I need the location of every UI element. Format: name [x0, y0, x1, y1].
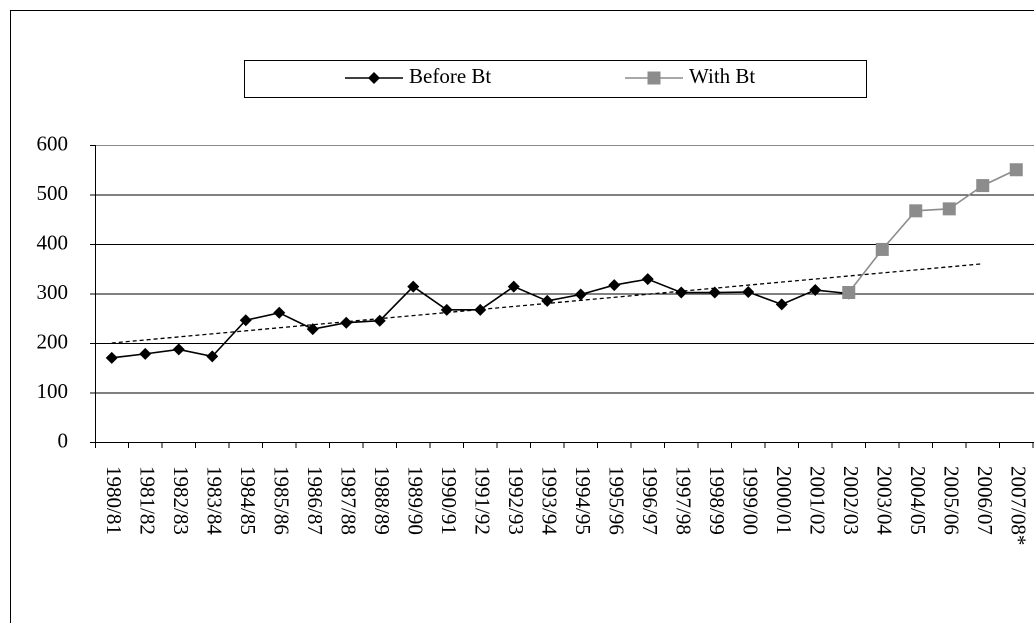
- y-tick-label: 400: [37, 230, 69, 254]
- point: [239, 314, 252, 327]
- point: [139, 347, 152, 360]
- point: [105, 351, 118, 364]
- point: [742, 286, 755, 299]
- y-tick-label: 500: [37, 181, 69, 205]
- x-tick-label: 1988/89: [370, 466, 394, 535]
- x-tick-label: 1980/81: [102, 466, 126, 535]
- point: [976, 179, 990, 193]
- series-line: [111, 278, 849, 359]
- x-tick-label: 1981/82: [135, 466, 159, 535]
- x-tick-label: 1992/93: [504, 466, 528, 535]
- point: [909, 204, 923, 218]
- x-tick-label: 1984/85: [236, 466, 260, 535]
- point: [708, 286, 721, 299]
- point: [507, 280, 520, 293]
- point: [373, 314, 386, 327]
- point: [541, 294, 554, 307]
- point: [306, 323, 319, 336]
- point: [407, 280, 420, 293]
- x-tick-label: 2007/08*: [1006, 466, 1030, 545]
- point: [172, 343, 185, 356]
- y-tick-label: 100: [37, 379, 69, 403]
- x-tick-label: 1991/92: [470, 466, 494, 535]
- x-tick-label: 1997/98: [671, 466, 695, 535]
- y-tick-label: 600: [37, 131, 69, 155]
- x-tick-label: 1993/94: [537, 466, 561, 535]
- point: [647, 71, 661, 85]
- x-tick-label: 1996/97: [638, 466, 662, 535]
- legend: Before Bt With Bt: [244, 60, 867, 98]
- x-tick-label: 2000/01: [772, 466, 796, 535]
- legend-label: Before Bt: [409, 64, 491, 88]
- y-tick-label: 200: [37, 329, 69, 353]
- y-tick-label: 0: [58, 428, 69, 452]
- point: [273, 306, 286, 319]
- y-tick-label: 300: [37, 280, 69, 304]
- point: [875, 242, 889, 256]
- x-tick-label: 2001/02: [805, 466, 829, 535]
- x-tick-label: 1989/90: [403, 466, 427, 535]
- x-tick-label: 1985/86: [269, 466, 293, 535]
- point: [608, 279, 621, 292]
- x-tick-label: 1999/00: [738, 466, 762, 535]
- point: [809, 284, 822, 297]
- point: [206, 350, 219, 363]
- x-tick-label: 1987/88: [336, 466, 360, 535]
- point: [440, 303, 453, 316]
- point: [368, 72, 380, 84]
- x-tick-label: 1986/87: [303, 466, 327, 535]
- legend-box: [244, 60, 867, 98]
- point: [574, 288, 587, 301]
- x-tick-label: 1982/83: [169, 466, 193, 535]
- x-tick-label: 2004/05: [906, 466, 930, 535]
- x-tick-label: 2002/03: [839, 466, 863, 535]
- point: [641, 273, 654, 286]
- point: [474, 303, 487, 316]
- point: [340, 316, 353, 329]
- point: [775, 298, 788, 311]
- x-tick-label: 2003/04: [872, 466, 896, 535]
- point: [1009, 163, 1023, 177]
- x-tick-label: 1998/99: [705, 466, 729, 535]
- point: [842, 286, 856, 300]
- point: [675, 286, 688, 299]
- x-tick-label: 1983/84: [202, 466, 226, 535]
- x-tick-label: 1990/91: [437, 466, 461, 535]
- legend-label: With Bt: [689, 64, 755, 88]
- x-tick-label: 1995/96: [604, 466, 628, 535]
- x-tick-label: 2006/07: [973, 466, 997, 535]
- x-tick-label: 2005/06: [939, 466, 963, 535]
- point: [942, 202, 956, 216]
- x-tick-label: 1994/95: [571, 466, 595, 535]
